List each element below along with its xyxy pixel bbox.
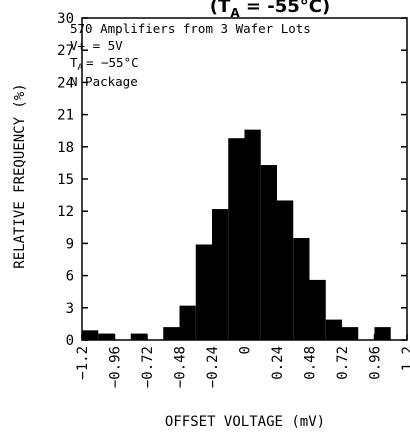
- histogram-bar: [244, 129, 261, 340]
- histogram-bar: [309, 279, 326, 340]
- histogram-bar: [130, 333, 147, 340]
- x-axis-label: OFFSET VOLTAGE (mV): [165, 414, 325, 430]
- annotation-line-1: 570 Amplifiers from 3 Wafer Lots: [70, 21, 311, 36]
- y-tick-label: 24: [57, 75, 74, 91]
- y-tick-label: 3: [66, 301, 74, 317]
- histogram-bar: [212, 209, 229, 340]
- annotation-box: 570 Amplifiers from 3 Wafer Lots V+ = 5V…: [70, 21, 311, 89]
- x-tick-label: 0.24: [270, 346, 286, 380]
- x-tick-label: −0.24: [205, 346, 221, 388]
- histogram-bar: [277, 200, 294, 340]
- histogram-bar: [163, 327, 180, 340]
- histogram-bar: [179, 305, 196, 340]
- x-tick-label: 0.48: [303, 346, 319, 380]
- annotation-line-4: N Package: [70, 74, 138, 89]
- y-tick-label: 30: [57, 11, 74, 27]
- axis-ticks: [81, 17, 408, 341]
- chart-title-prefix: (T: [210, 0, 231, 17]
- histogram-bar: [82, 330, 99, 340]
- x-tick-label: 0.96: [368, 346, 384, 380]
- chart-title: (TA = -55°C): [210, 0, 330, 20]
- histogram-bars: [82, 129, 391, 340]
- histogram-bar: [98, 333, 115, 340]
- y-tick-label: 15: [57, 172, 74, 188]
- x-tick-label: 0: [238, 346, 254, 354]
- histogram-bar: [374, 327, 391, 340]
- y-tick-label: 21: [57, 108, 74, 124]
- annotation-ta: T: [70, 55, 78, 70]
- annotation-line-2: V+ = 5V: [70, 38, 123, 53]
- x-tick-label: −0.72: [140, 346, 156, 388]
- chart-title-subscript: A: [230, 6, 240, 20]
- y-tick-label: 18: [57, 140, 74, 156]
- histogram-bar: [342, 327, 359, 340]
- x-tick-label: −0.96: [108, 346, 124, 388]
- x-tick-label: 1.2: [400, 346, 410, 371]
- y-tick-label: 9: [66, 236, 74, 252]
- histogram-bar: [195, 244, 212, 340]
- y-tick-label: 27: [57, 43, 74, 59]
- annotation-line-3: TA = −55°C: [70, 55, 139, 73]
- annotation-ta-subscript: A: [78, 63, 84, 73]
- annotation-ta-value: = −55°C: [86, 55, 139, 70]
- y-tick-label: 0: [66, 333, 74, 349]
- x-tick-label: −1.2: [75, 346, 91, 380]
- histogram-bar: [325, 319, 342, 340]
- histogram-bar: [260, 165, 277, 340]
- y-tick-label: 6: [66, 269, 74, 285]
- chart-title-rest: = -55°C): [240, 0, 331, 17]
- y-axis-label: RELATIVE FREQUENCY (%): [12, 83, 28, 268]
- y-tick-labels: 0 3 6 9 12 15 18 21 24 27 30: [57, 11, 74, 349]
- x-tick-label: 0.72: [335, 346, 351, 380]
- y-tick-label: 12: [57, 204, 74, 220]
- x-tick-label: −0.48: [173, 346, 189, 388]
- x-tick-labels: −1.2 −0.96 −0.72 −0.48 −0.24 0 0.24 0.48 0.72 0.9…: [75, 346, 410, 388]
- histogram-bar: [228, 138, 245, 340]
- histogram-bar: [293, 238, 310, 340]
